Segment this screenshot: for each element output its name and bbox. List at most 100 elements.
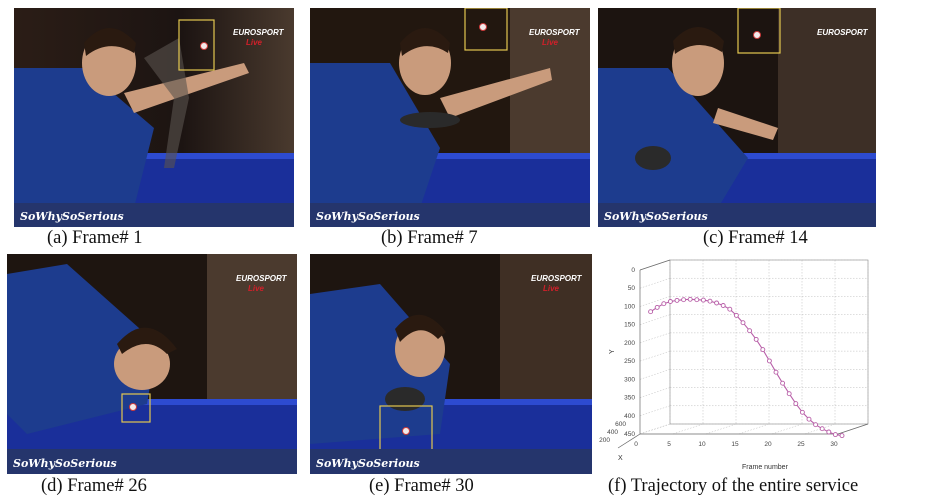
- trajectory-points: [648, 296, 845, 439]
- y-tick-label-0: 0: [631, 267, 635, 274]
- watermark-c: SoWhySoSerious: [604, 210, 708, 223]
- z-axis-label: X: [618, 455, 623, 462]
- x-tick-label-0: 0: [634, 441, 638, 448]
- broadcaster-logo-a: EUROSPORT: [233, 28, 285, 37]
- trajectory-point-28: [826, 429, 832, 435]
- grid-line-y-side-3: [639, 314, 671, 325]
- watermark-a: SoWhySoSerious: [20, 210, 124, 223]
- trajectory-point-30: [839, 433, 845, 439]
- x-tick-label-1: 5: [667, 441, 671, 448]
- x-tick-label-2: 10: [698, 441, 706, 448]
- frame-panel-e: EUROSPORT Live SoWhySoSerious: [310, 254, 592, 474]
- frame-panel-a: EUROSPORT Live SoWhySoSerious: [14, 8, 294, 227]
- live-label-b: Live: [542, 38, 559, 47]
- grid-line-y-side-7: [639, 387, 671, 398]
- x-tick-label-3: 15: [731, 441, 739, 448]
- x-tick-label-4: 20: [764, 441, 772, 448]
- tracking-box-c: [737, 8, 781, 54]
- grid-line-x-floor-4: [771, 423, 803, 435]
- trajectory-point-4: [667, 299, 673, 304]
- trajectory-point-7: [687, 296, 693, 302]
- grid-line-y-side-2: [639, 296, 671, 307]
- caption-d: (d) Frame# 26: [41, 476, 147, 496]
- x-tick-label-6: 30: [830, 441, 838, 448]
- trajectory-point-26: [813, 422, 819, 428]
- z-tick-label-1: 400: [607, 429, 618, 436]
- tracking-box-b: [464, 8, 508, 51]
- grid-line-y-side-8: [639, 405, 671, 416]
- z-tick-label-2: 600: [615, 421, 626, 428]
- trajectory-point-3: [661, 301, 667, 307]
- y-axis-label: Y: [609, 349, 616, 354]
- trajectory-point-5: [674, 297, 680, 303]
- y-tick-label-1: 50: [628, 285, 636, 292]
- broadcaster-logo-c: EUROSPORT: [817, 28, 869, 37]
- frame-image-b: EUROSPORT Live SoWhySoSerious: [310, 8, 590, 227]
- watermark-d: SoWhySoSerious: [13, 457, 117, 470]
- grid-line-y-side-6: [639, 369, 671, 380]
- caption-f: (f) Trajectory of the entire service: [608, 476, 859, 496]
- trajectory-chart: 0 50 100 150 200 250 300 350 400 450 0 5 10 15 20 25 30 2…: [599, 259, 869, 471]
- trajectory-point-25: [806, 416, 812, 422]
- y-tick-label-8: 400: [624, 413, 635, 420]
- trajectory-point-18: [760, 347, 766, 353]
- chart-ticks: 0 50 100 150 200 250 300 350 400 450 0 5 10 15 20 25 30 2…: [599, 267, 838, 448]
- x-axis-label: Frame number: [742, 464, 789, 471]
- frame-panel-b: EUROSPORT Live SoWhySoSerious: [310, 8, 590, 227]
- grid-line-y-side-1: [639, 278, 671, 289]
- broadcaster-logo-e: EUROSPORT: [531, 274, 583, 283]
- grid-line-x-floor-2: [705, 423, 737, 435]
- grid-line-y-side-5: [639, 350, 671, 362]
- chart-axes: [617, 259, 869, 449]
- y-tick-label-3: 150: [624, 322, 635, 329]
- frame-panel-d: EUROSPORT Live SoWhySoSerious: [7, 254, 297, 474]
- y-tick-label-2: 100: [624, 303, 635, 310]
- trajectory-point-29: [832, 432, 838, 438]
- wall-edge-top: [639, 259, 671, 271]
- watermark-b: SoWhySoSerious: [316, 210, 420, 223]
- z-axis-line: [617, 433, 641, 449]
- frame-image-c: EUROSPORT SoWhySoSerious: [598, 8, 876, 227]
- y-tick-label-4: 200: [624, 340, 635, 347]
- trajectory-point-27: [819, 426, 825, 432]
- trajectory-point-24: [799, 409, 805, 415]
- trajectory-point-21: [780, 380, 786, 386]
- grid-line-y-side-4: [639, 332, 671, 344]
- trajectory-point-17: [753, 336, 759, 342]
- y-tick-label-5: 250: [624, 358, 635, 365]
- trajectory-point-8: [694, 297, 700, 303]
- frame-image-d: EUROSPORT Live SoWhySoSerious: [7, 254, 297, 474]
- y-tick-label-9: 450: [624, 431, 635, 438]
- live-label-d: Live: [248, 284, 265, 293]
- tracking-box-d: [121, 393, 151, 423]
- trajectory-point-23: [793, 401, 799, 407]
- broadcaster-logo-b: EUROSPORT: [529, 28, 581, 37]
- z-tick-label-0: 200: [599, 437, 610, 444]
- trajectory-point-20: [773, 369, 779, 375]
- y-tick-label-7: 350: [624, 395, 635, 402]
- trajectory-point-2: [654, 304, 660, 310]
- x-tick-label-5: 25: [797, 441, 805, 448]
- trajectory-point-13: [727, 306, 733, 312]
- y-tick-label-6: 300: [624, 376, 635, 383]
- trajectory-point-10: [707, 298, 713, 304]
- trajectory-point-16: [747, 328, 753, 334]
- trajectory-point-9: [700, 297, 706, 303]
- trajectory-point-6: [681, 297, 687, 303]
- live-label-a: Live: [246, 38, 263, 47]
- trajectory-plot-panel: 0 50 100 150 200 250 300 350 400 450 0 5 10 15 20 25 30 2…: [598, 254, 888, 474]
- trajectory-point-11: [714, 300, 720, 306]
- floor-edge-right: [837, 423, 869, 435]
- watermark-e: SoWhySoSerious: [316, 457, 420, 470]
- trajectory-point-12: [720, 303, 726, 308]
- chart-grid: [639, 259, 869, 435]
- grid-line-x-floor-1: [672, 423, 704, 435]
- frame-image-e: EUROSPORT Live SoWhySoSerious: [310, 254, 592, 474]
- trajectory-point-15: [740, 320, 746, 326]
- broadcaster-logo-d: EUROSPORT: [236, 274, 288, 283]
- live-label-e: Live: [543, 284, 560, 293]
- frame-panel-c: EUROSPORT SoWhySoSerious: [598, 8, 876, 227]
- frame-image-a: EUROSPORT Live SoWhySoSerious: [14, 8, 294, 227]
- trajectory-point-19: [766, 358, 772, 364]
- caption-e: (e) Frame# 30: [369, 476, 474, 496]
